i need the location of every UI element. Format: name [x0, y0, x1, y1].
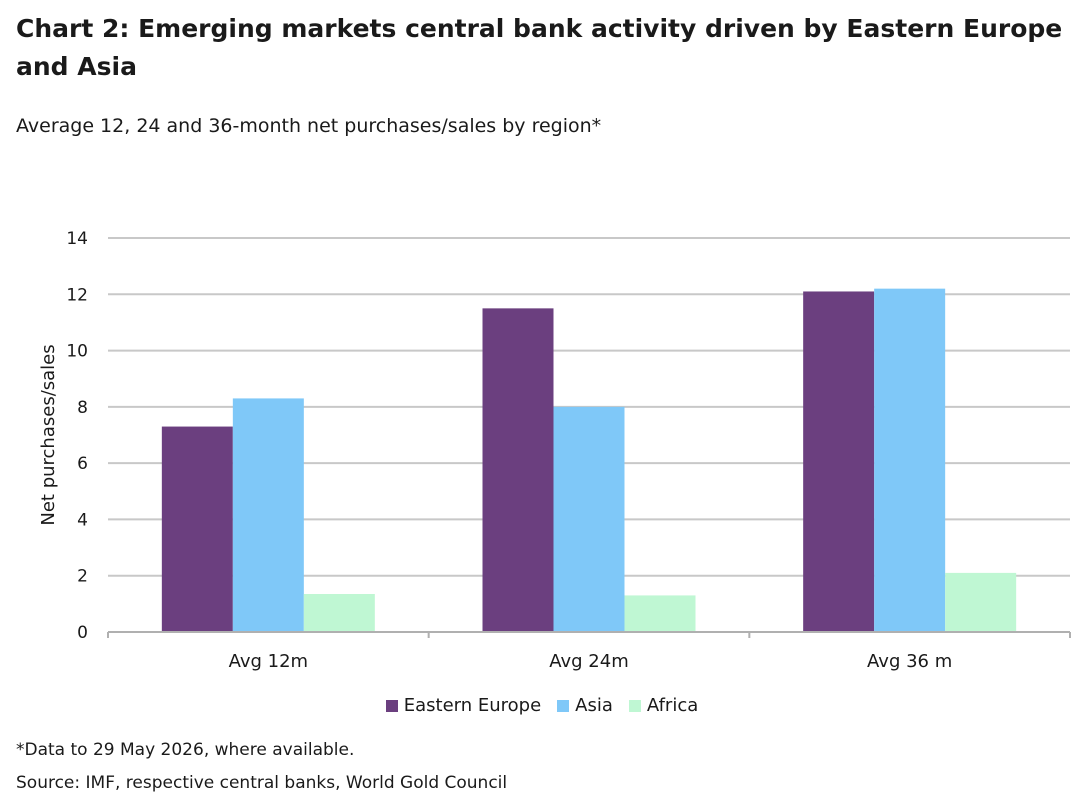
bar [945, 572, 1017, 632]
bar [803, 291, 875, 632]
x-tick-label: Avg 36 m [867, 651, 952, 672]
bar [161, 426, 233, 632]
legend-swatch-africa [628, 699, 641, 712]
bar-chart: 0 2 4 6 8 10 12 14 Avg 12m Avg 24m Avg 36 m Net pur… [38, 229, 1071, 672]
bar [232, 398, 304, 632]
source-note: Source: IMF, respective central banks, W… [16, 773, 508, 793]
bar [624, 595, 696, 632]
bar [482, 308, 554, 632]
bar [553, 406, 625, 632]
y-axis-label: Net purchases/sales [38, 344, 59, 525]
x-tick-label: Avg 24m [549, 651, 629, 672]
y-tick-label: 14 [66, 229, 88, 249]
y-tick-label: 8 [77, 398, 88, 418]
x-tick-label: Avg 12m [229, 651, 309, 672]
legend-label-eastern-europe: Eastern Europe [403, 695, 542, 716]
y-tick-label: 4 [77, 510, 88, 530]
bar [874, 288, 946, 632]
y-tick-label: 6 [77, 454, 88, 474]
chart-title: Chart 2: Emerging markets central bank a… [16, 14, 1063, 81]
legend-swatch-eastern-europe [385, 699, 398, 712]
y-tick-label: 10 [66, 342, 88, 362]
legend-item-africa: Africa [628, 695, 699, 716]
chart-subtitle: Average 12, 24 and 36-month net purchase… [16, 115, 602, 137]
legend: Eastern Europe Asia Africa [0, 695, 1084, 716]
legend-label-africa: Africa [646, 695, 699, 716]
legend-item-eastern-europe: Eastern Europe [385, 695, 542, 716]
bar [303, 594, 375, 632]
legend-item-asia: Asia [557, 695, 613, 716]
y-tick-label: 0 [77, 623, 88, 643]
legend-swatch-asia [557, 699, 570, 712]
footnote: *Data to 29 May 2026, where available. [16, 740, 355, 760]
y-tick-label: 2 [77, 567, 88, 587]
legend-label-asia: Asia [575, 695, 613, 716]
y-tick-label: 12 [66, 285, 88, 305]
